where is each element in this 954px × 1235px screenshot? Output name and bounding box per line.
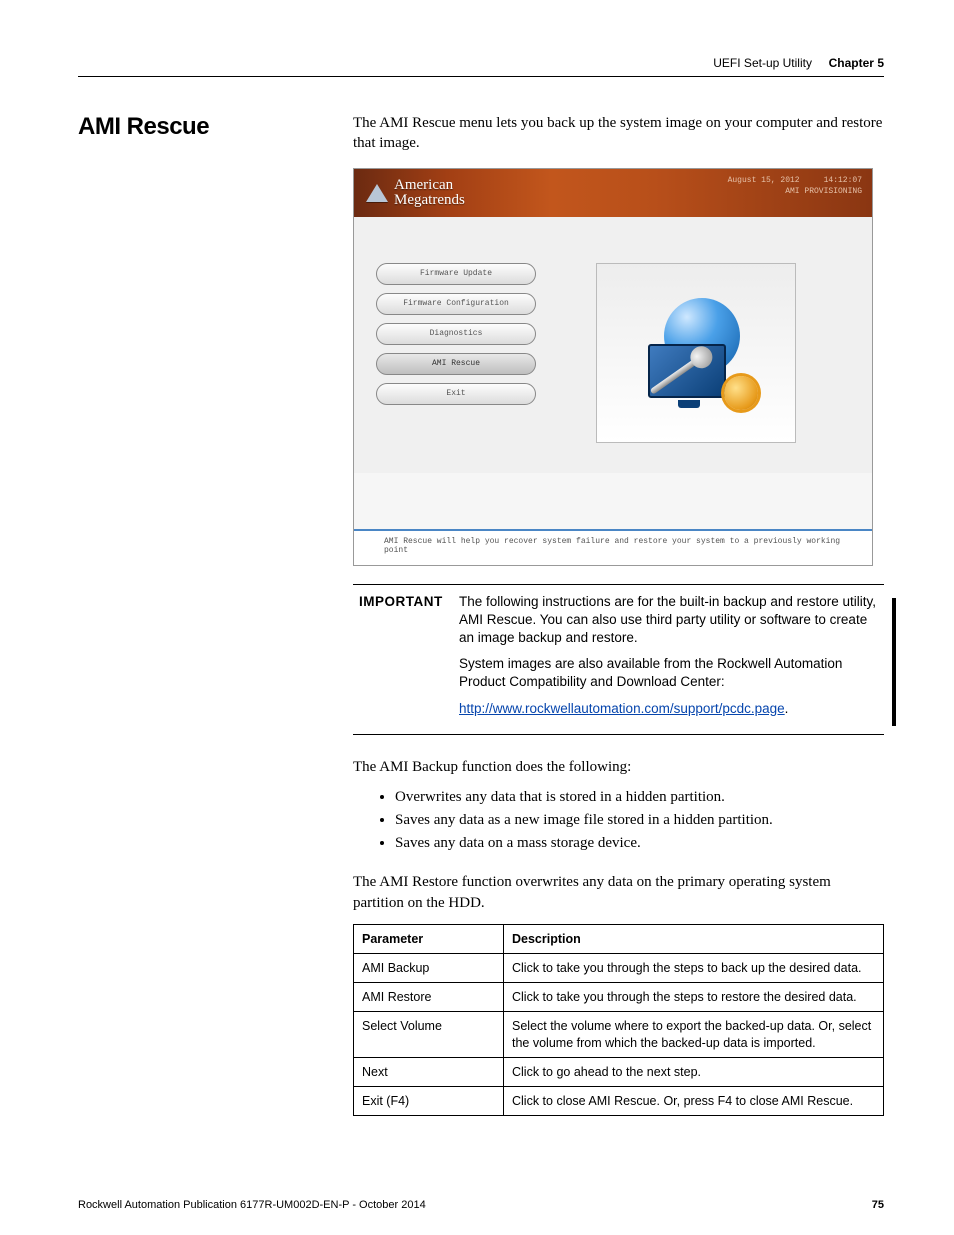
param-name: AMI Backup <box>354 953 504 982</box>
logo-text: American Megatrends <box>394 178 465 208</box>
uefi-header: American Megatrends August 15, 2012 14:1… <box>354 169 872 217</box>
param-desc: Click to close AMI Rescue. Or, press F4 … <box>504 1087 884 1116</box>
section-title: AMI Rescue <box>78 113 353 141</box>
uefi-mode: AMI PROVISIONING <box>728 186 862 197</box>
gear-icon <box>724 376 758 410</box>
important-p2: System images are also available from th… <box>459 655 878 691</box>
header-rule <box>78 76 884 77</box>
param-th-description: Description <box>504 924 884 953</box>
important-body: The following instructions are for the b… <box>453 584 884 734</box>
table-row: NextClick to go ahead to the next step. <box>354 1057 884 1086</box>
amitrends-logo: American Megatrends <box>366 178 465 208</box>
running-header: UEFI Set-up Utility Chapter 5 <box>78 56 884 70</box>
param-desc: Click to take you through the steps to b… <box>504 953 884 982</box>
uefi-menu-item[interactable]: Exit <box>376 383 536 405</box>
list-item: Saves any data as a new image file store… <box>395 809 884 832</box>
uefi-menu-item[interactable]: AMI Rescue <box>376 353 536 375</box>
uefi-date: August 15, 2012 <box>728 175 800 186</box>
param-desc: Click to go ahead to the next step. <box>504 1057 884 1086</box>
list-item: Saves any data on a mass storage device. <box>395 832 884 855</box>
param-desc: Click to take you through the steps to r… <box>504 983 884 1012</box>
table-row: Exit (F4)Click to close AMI Rescue. Or, … <box>354 1087 884 1116</box>
uefi-status-bar: AMI Rescue will help you recover system … <box>354 529 872 565</box>
backup-intro: The AMI Backup function does the followi… <box>353 757 884 778</box>
important-p1: The following instructions are for the b… <box>459 593 878 648</box>
logo-line2: Megatrends <box>394 193 465 208</box>
running-header-chapter: Chapter 5 <box>829 56 884 70</box>
table-row: AMI BackupClick to take you through the … <box>354 953 884 982</box>
uefi-header-meta: August 15, 2012 14:12:07 AMI PROVISIONIN… <box>728 175 862 197</box>
backup-bullets: Overwrites any data that is stored in a … <box>353 786 884 856</box>
logo-triangle-icon <box>366 184 388 202</box>
page-footer: Rockwell Automation Publication 6177R-UM… <box>78 1199 884 1211</box>
param-th-parameter: Parameter <box>354 924 504 953</box>
link-suffix: . <box>785 701 789 716</box>
footer-publication: Rockwell Automation Publication 6177R-UM… <box>78 1199 426 1211</box>
running-header-left: UEFI Set-up Utility <box>713 56 812 70</box>
uefi-screenshot: American Megatrends August 15, 2012 14:1… <box>353 168 873 566</box>
uefi-menu-item[interactable]: Diagnostics <box>376 323 536 345</box>
restore-text: The AMI Restore function overwrites any … <box>353 872 884 914</box>
param-desc: Select the volume where to export the ba… <box>504 1012 884 1058</box>
logo-line1: American <box>394 178 465 193</box>
uefi-time: 14:12:07 <box>824 175 862 186</box>
important-box: IMPORTANT The following instructions are… <box>353 584 884 735</box>
param-name: Next <box>354 1057 504 1086</box>
table-row: Select VolumeSelect the volume where to … <box>354 1012 884 1058</box>
uefi-body: Firmware Update Firmware Configuration Dia… <box>354 217 872 473</box>
intro-text: The AMI Rescue menu lets you back up the… <box>353 113 884 154</box>
param-name: Exit (F4) <box>354 1087 504 1116</box>
uefi-menu-item[interactable]: Firmware Configuration <box>376 293 536 315</box>
table-row: AMI RestoreClick to take you through the… <box>354 983 884 1012</box>
pcdc-link[interactable]: http://www.rockwellautomation.com/suppor… <box>459 701 785 716</box>
rescue-icon <box>636 298 756 408</box>
uefi-menu-item[interactable]: Firmware Update <box>376 263 536 285</box>
param-name: Select Volume <box>354 1012 504 1058</box>
list-item: Overwrites any data that is stored in a … <box>395 786 884 809</box>
important-label: IMPORTANT <box>353 584 453 734</box>
footer-page-number: 75 <box>872 1199 884 1211</box>
important-link-line: http://www.rockwellautomation.com/suppor… <box>459 700 878 718</box>
parameter-table: Parameter Description AMI BackupClick to… <box>353 924 884 1117</box>
uefi-preview-pane <box>596 263 796 443</box>
param-name: AMI Restore <box>354 983 504 1012</box>
margin-marker <box>892 598 896 726</box>
uefi-menu: Firmware Update Firmware Configuration Dia… <box>376 263 536 443</box>
